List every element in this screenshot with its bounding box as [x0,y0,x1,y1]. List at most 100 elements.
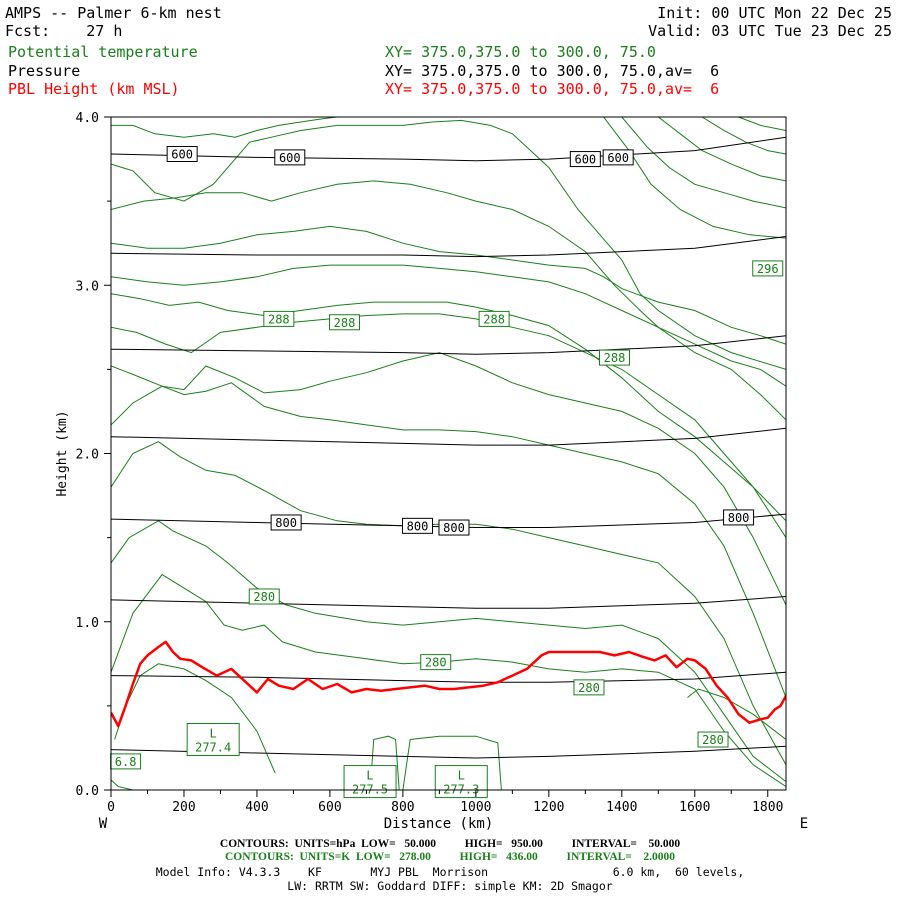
field-label-theta: Potential temperature [8,43,198,61]
y-tick-label: 0.0 [76,784,99,799]
theta-isentrope [111,382,786,698]
pressure-contour-label: 600 [279,151,301,165]
y-axis-label: Height (km) [55,410,70,496]
pressure-contour-label: 800 [728,511,750,525]
theta-isentrope [687,688,786,740]
low-center-box [343,765,397,799]
footer-pressure-contours: CONTOURS: UNITS=hPa LOW= 50.000 HIGH= 95… [219,838,681,850]
y-tick-label: 4.0 [76,111,99,126]
theta-isentrope [111,225,786,345]
theta-contour-label-box [263,310,295,327]
footer-model-info: Model Info: V4.3.3 KF MYJ PBL Morrison 6… [155,865,745,879]
y-tick-label: 1.0 [76,616,99,631]
cross-section-coords-theta: XY= 375.0,375.0 to 300.0, 75.0 [385,43,656,61]
pressure-isobar [111,671,786,683]
footer-physics-info: LW: RRTM SW: Goddard DIFF: simple KM: 2D… [287,879,613,893]
pressure-isobar [111,335,786,355]
cross-section-coords-pbl: XY= 375.0,375.0 to 300.0, 75.0,av= 6 [385,80,720,98]
footer-theta-contours: CONTOURS: UNITS=K LOW= 278.00 HIGH= 436.… [225,851,675,863]
theta-contour-label: 280 [702,733,724,747]
low-center-box [434,765,488,799]
pressure-isobar [111,513,786,528]
theta-isentrope [111,180,786,387]
x-tick-label: 400 [245,800,268,815]
chart-title: AMPS -- Palmer 6-km nest [5,4,222,22]
cross-section-coords-pressure: XY= 375.0,375.0 to 300.0, 75.0,av= 6 [385,62,720,80]
theta-contour-label-box [573,679,605,696]
pressure-isobar [111,136,786,162]
low-center-value: 277.4 [195,741,231,755]
theta-isentrope [111,293,786,522]
theta-contour-label-box [329,314,361,331]
pressure-contour-label: 800 [275,516,297,530]
x-tick-label: 1200 [533,800,564,815]
pressure-contour-label: 800 [443,521,465,535]
pressure-isobar [111,596,786,609]
theta-contour-label-box [752,260,784,277]
pressure-isobar [111,745,786,759]
theta-isentrope [111,573,786,788]
theta-isentrope [738,117,786,131]
pressure-isobar [111,427,786,446]
field-label-pbl: PBL Height (km MSL) [8,80,180,98]
theta-contour-label: 288 [604,351,626,365]
low-center-letter: L [210,727,217,741]
west-label: W [99,816,108,832]
pressure-contour-label: 600 [171,148,193,162]
pressure-contour-label-box [401,517,433,534]
theta-contour-label-box [599,349,631,366]
x-tick-label: 1400 [606,800,637,815]
pressure-contour-label-box [569,151,601,168]
pressure-contour-label-box [166,146,198,163]
theta-isentrope [111,779,134,790]
x-axis-label: Distance (km) [384,816,494,832]
x-tick-label: 1800 [752,800,783,815]
field-label-pressure: Pressure [8,62,81,80]
theta-isentrope [701,117,786,155]
pressure-contour-label-box [274,149,306,166]
low-center-box [186,723,240,757]
theta-isentrope [657,117,786,182]
pressure-contour-label: 600 [607,151,629,165]
theta-isentrope [114,663,276,774]
theta-contour-label-box [478,310,510,327]
theta-contour-label: 6.8 [115,755,137,769]
theta-contour-label-box [420,654,452,671]
pressure-contour-label-box [723,509,755,526]
east-label: E [800,816,808,832]
theta-contour-label: 296 [757,262,779,276]
x-tick-label: 0 [107,800,115,815]
pressure-contour-label-box [270,514,302,531]
x-tick-label: 200 [172,800,195,815]
theta-contour-label: 288 [334,316,356,330]
forecast-hour: Fcst: 27 h [5,22,123,40]
pressure-contour-label: 800 [407,519,429,533]
theta-isentrope [111,119,786,370]
init-time: Init: 00 UTC Mon 22 Dec 25 [657,4,892,22]
pressure-contour-label: 600 [574,153,596,167]
valid-time: Valid: 03 UTC Tue 23 Dec 25 [648,22,892,40]
theta-isentrope [402,735,502,790]
x-tick-label: 1600 [679,800,710,815]
low-center-letter: L [366,769,373,783]
theta-isentrope [111,117,338,138]
theta-contour-label: 280 [578,681,600,695]
theta-isentrope [111,264,786,421]
theta-contour-label: 280 [425,656,447,670]
y-tick-label: 3.0 [76,279,99,294]
theta-contour-label-box [697,731,729,748]
theta-contour-label-box [248,588,280,605]
pressure-contour-label-box [438,519,470,536]
x-tick-label: 1000 [460,800,491,815]
theta-isentrope [603,117,786,239]
theta-isentrope [111,313,786,538]
y-tick-label: 2.0 [76,448,99,463]
theta-isentrope [621,117,786,209]
x-tick-label: 800 [391,800,414,815]
theta-contour-label: 280 [253,590,275,604]
pressure-isobar [111,236,786,258]
theta-contour-label: 288 [268,312,290,326]
pressure-contour-label-box [602,149,634,166]
theta-isentrope [111,352,786,606]
